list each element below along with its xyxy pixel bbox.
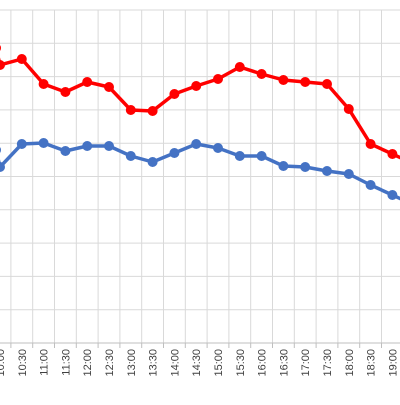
data-point-1 bbox=[234, 62, 245, 72]
data-point-1 bbox=[256, 69, 267, 79]
data-point-2 bbox=[191, 139, 202, 149]
axis-layer bbox=[0, 342, 400, 348]
data-point-2 bbox=[234, 151, 245, 161]
x-tick-label: 17:30 bbox=[322, 349, 334, 377]
data-point-2 bbox=[365, 180, 376, 190]
series-line-1 bbox=[0, 57, 400, 160]
x-tick-label: 16:30 bbox=[278, 349, 290, 377]
data-point-1 bbox=[125, 105, 136, 115]
x-tick-label: 17:00 bbox=[300, 349, 312, 377]
data-point-1 bbox=[104, 82, 114, 92]
data-point-1 bbox=[387, 149, 398, 159]
x-tick-label: 14:30 bbox=[191, 349, 203, 377]
data-point-1 bbox=[300, 77, 311, 87]
data-point-2 bbox=[343, 169, 354, 179]
x-tick-label: 11:00 bbox=[39, 349, 51, 376]
x-tick-label: 13:00 bbox=[126, 349, 138, 377]
data-point-1 bbox=[60, 87, 71, 97]
data-point-1 bbox=[191, 81, 202, 91]
data-point-1 bbox=[38, 79, 49, 89]
x-tick-label: 15:30 bbox=[235, 349, 247, 377]
data-point-2 bbox=[82, 141, 93, 151]
data-point-2 bbox=[0, 162, 5, 172]
data-point-1 bbox=[278, 75, 289, 85]
data-point-1 bbox=[169, 89, 180, 99]
data-point-1 bbox=[213, 74, 223, 84]
series-line-2 bbox=[0, 141, 400, 201]
x-tick-label: 14:00 bbox=[169, 349, 181, 377]
data-point-2 bbox=[16, 139, 27, 149]
data-point-1 bbox=[0, 45, 1, 51]
data-point-2 bbox=[278, 161, 289, 171]
data-point-2 bbox=[213, 143, 223, 153]
data-point-2 bbox=[125, 151, 136, 161]
data-point-1 bbox=[343, 104, 354, 114]
x-tick-label: 10:00 bbox=[0, 349, 7, 377]
x-tick-label: 10:30 bbox=[17, 349, 29, 377]
data-point-2 bbox=[300, 162, 311, 172]
data-point-2 bbox=[60, 146, 71, 156]
x-tick-label: 11:30 bbox=[60, 349, 72, 376]
data-point-2 bbox=[169, 148, 180, 158]
series-layer bbox=[0, 45, 400, 201]
data-point-2 bbox=[38, 138, 49, 148]
data-point-1 bbox=[82, 77, 93, 87]
x-tick-label: 18:00 bbox=[344, 349, 356, 377]
x-tick-labels: 10:00 10:30 11:00 11:30 12:00 12:30 13:00 13:30… bbox=[0, 349, 399, 377]
data-point-2 bbox=[387, 190, 398, 200]
data-point-2 bbox=[104, 141, 114, 151]
data-point-1 bbox=[16, 54, 27, 64]
data-point-1 bbox=[147, 106, 158, 116]
x-tick-label: 13:30 bbox=[148, 349, 160, 377]
x-tick-label: 18:30 bbox=[366, 349, 378, 377]
grid-layer bbox=[0, 9, 400, 344]
data-point-1 bbox=[0, 60, 5, 70]
x-tick-label: 15:00 bbox=[213, 349, 225, 377]
data-point-2 bbox=[322, 166, 332, 176]
x-tick-label: 19:00 bbox=[387, 349, 399, 377]
data-point-2 bbox=[147, 157, 158, 167]
data-point-1 bbox=[322, 79, 332, 89]
x-tick-label: 12:00 bbox=[82, 349, 94, 377]
data-point-2 bbox=[256, 151, 267, 161]
x-tick-label: 12:30 bbox=[104, 349, 116, 377]
x-tick-label: 16:00 bbox=[257, 349, 269, 377]
data-point-1 bbox=[365, 139, 376, 149]
data-point-2 bbox=[0, 147, 1, 153]
